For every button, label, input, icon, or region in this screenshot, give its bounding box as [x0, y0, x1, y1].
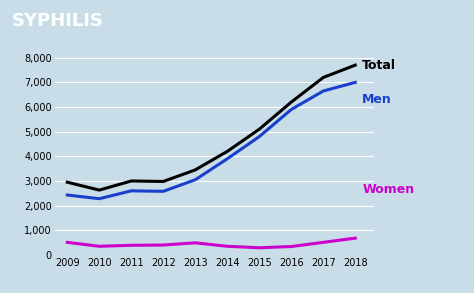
Text: SYPHILIS: SYPHILIS: [12, 12, 104, 30]
Text: Women: Women: [362, 183, 414, 197]
Text: Men: Men: [362, 93, 392, 106]
Text: Total: Total: [362, 59, 396, 71]
